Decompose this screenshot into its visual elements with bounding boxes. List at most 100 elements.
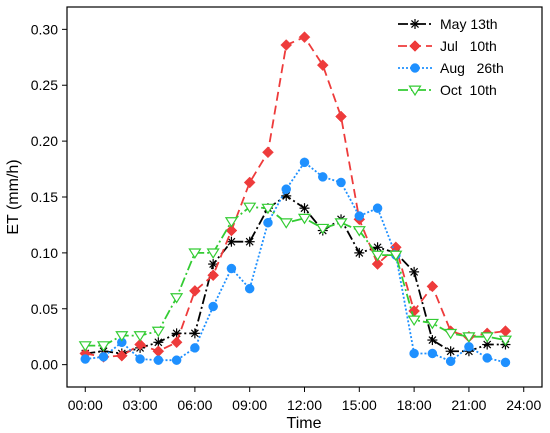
data-point <box>98 352 109 362</box>
data-point <box>480 332 494 343</box>
data-point <box>445 356 456 367</box>
legend-label: Oct 10th <box>440 82 497 98</box>
data-point <box>115 331 129 342</box>
data-point <box>500 357 511 368</box>
data-point <box>207 269 220 282</box>
legend-label: May 13th <box>440 16 498 32</box>
data-point <box>244 283 255 294</box>
data-point <box>224 217 239 228</box>
y-tick-label: 0.20 <box>31 133 58 149</box>
data-point <box>96 341 111 352</box>
data-point <box>189 285 201 297</box>
data-point <box>208 259 219 270</box>
data-point <box>153 355 164 365</box>
legend-marker <box>410 19 420 29</box>
data-point <box>499 325 512 337</box>
x-axis-title: Time <box>287 415 322 432</box>
x-tick-label: 03:00 <box>123 397 158 413</box>
data-point <box>226 263 237 274</box>
data-point <box>354 211 365 221</box>
data-point <box>206 248 220 259</box>
data-point <box>298 31 311 44</box>
y-axis-title: ET (mm/h) <box>5 159 22 234</box>
data-point <box>115 349 128 362</box>
data-point <box>151 326 165 338</box>
y-tick-label: 0.15 <box>31 189 58 205</box>
x-tick-label: 00:00 <box>68 397 103 413</box>
data-point <box>462 332 476 343</box>
data-point <box>262 146 274 159</box>
x-tick-label: 06:00 <box>177 397 212 413</box>
data-point <box>134 338 146 351</box>
series-layer <box>78 31 513 368</box>
data-point <box>171 355 182 365</box>
data-point <box>427 335 438 346</box>
data-point <box>409 348 419 359</box>
data-point <box>336 177 346 188</box>
data-point <box>133 331 147 342</box>
data-point <box>427 348 438 359</box>
data-point <box>318 172 328 182</box>
data-point <box>78 341 92 352</box>
x-tick-label: 21:00 <box>451 397 486 413</box>
data-point <box>352 226 366 237</box>
data-point <box>152 345 165 358</box>
data-point <box>297 213 312 225</box>
data-point <box>80 354 91 364</box>
legend-label: Jul 10th <box>440 38 497 54</box>
data-point <box>208 301 218 312</box>
data-point <box>226 236 237 247</box>
data-point <box>444 328 458 340</box>
series-line <box>85 161 506 364</box>
data-point <box>280 39 293 51</box>
data-point <box>281 184 291 194</box>
data-point <box>190 343 200 353</box>
data-point <box>425 318 439 330</box>
data-point <box>225 224 238 237</box>
data-point <box>372 203 383 213</box>
data-point <box>188 248 202 259</box>
data-point <box>354 247 365 258</box>
data-point <box>261 203 275 215</box>
data-point <box>170 293 184 304</box>
series-2 <box>80 157 511 368</box>
legend-item: Oct 10th <box>398 82 497 98</box>
legend-marker <box>409 40 421 52</box>
x-tick-label: 18:00 <box>397 397 432 413</box>
legend-item: May 13th <box>398 16 498 32</box>
data-point <box>299 157 310 168</box>
data-point <box>243 176 256 189</box>
legend-marker <box>408 85 422 97</box>
data-point <box>299 203 310 214</box>
y-tick-label: 0.30 <box>31 21 58 37</box>
x-tick-label: 12:00 <box>287 397 322 413</box>
data-point <box>498 335 513 347</box>
data-point <box>263 217 273 228</box>
axes: 00:00 03:00 06:00 09:00 12:00 15:00 18:00 21:00… <box>31 21 542 413</box>
y-tick-label: 0.00 <box>31 357 58 373</box>
legend-label: Aug 26th <box>440 60 504 76</box>
data-point <box>243 202 257 214</box>
series-line <box>85 206 506 347</box>
data-point <box>170 336 183 349</box>
data-point <box>189 328 200 339</box>
data-point <box>135 354 145 364</box>
x-tick-label: 09:00 <box>232 397 267 413</box>
series-line <box>85 194 506 355</box>
data-point <box>335 110 347 123</box>
data-point <box>372 242 383 253</box>
data-point <box>445 346 456 357</box>
data-point <box>464 342 474 352</box>
x-tick-label: 15:00 <box>342 397 377 413</box>
y-tick-label: 0.25 <box>31 77 58 93</box>
legend: May 13th Jul 10th Aug 26th Oct 10th <box>398 16 504 98</box>
series-3 <box>78 202 513 352</box>
x-tick-label: 24:00 <box>506 397 541 413</box>
data-point <box>316 223 330 235</box>
legend-item: Jul 10th <box>398 38 497 54</box>
y-tick-label: 0.05 <box>31 301 58 317</box>
legend-item: Aug 26th <box>398 60 504 76</box>
data-point <box>371 258 384 270</box>
data-point <box>244 236 255 247</box>
